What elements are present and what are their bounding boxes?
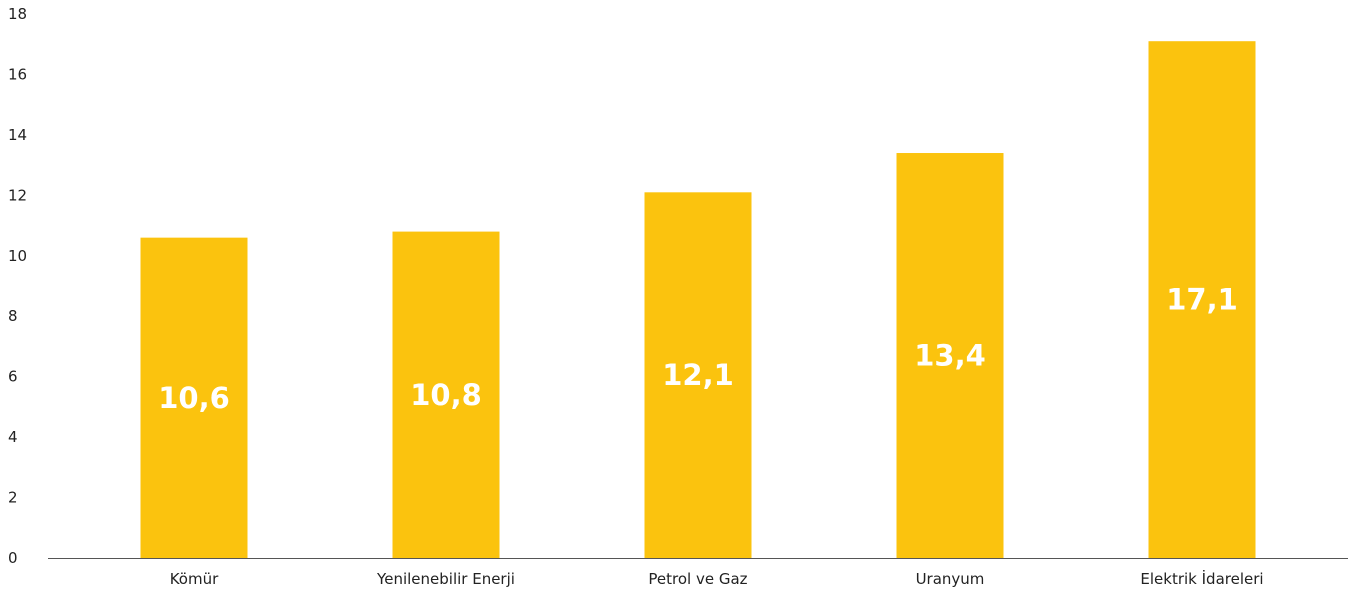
x-category-label: Yenilenebilir Enerji xyxy=(376,570,515,588)
bar xyxy=(896,153,1004,558)
y-tick-label: 2 xyxy=(8,489,18,507)
category-labels: Kömür Yenilenebilir Enerji Petrol ve Gaz Ur… xyxy=(170,569,1264,588)
bar xyxy=(392,231,500,558)
bar xyxy=(140,237,248,558)
x-category-label: Elektrik İdareleri xyxy=(1140,569,1263,588)
bars-group xyxy=(140,41,1256,559)
y-tick-label: 4 xyxy=(8,428,18,446)
x-category-label: Uranyum xyxy=(916,570,985,588)
y-tick-label: 14 xyxy=(8,126,27,144)
y-tick-label: 8 xyxy=(8,307,18,325)
bar-data-label: 10,6 xyxy=(158,381,230,415)
bar xyxy=(1148,41,1256,558)
y-tick-label: 10 xyxy=(8,247,27,265)
bar-data-label: 12,1 xyxy=(662,358,734,392)
bar-data-label: 13,4 xyxy=(914,339,986,373)
bar-data-label: 17,1 xyxy=(1166,283,1238,317)
y-tick-label: 0 xyxy=(8,549,18,567)
y-tick-label: 18 xyxy=(8,5,27,23)
bar xyxy=(644,192,752,559)
data-labels: 10,6 10,8 12,1 13,4 17,1 xyxy=(158,283,1238,415)
y-tick-label: 6 xyxy=(8,368,18,386)
bar-data-label: 10,8 xyxy=(410,378,482,412)
x-category-label: Kömür xyxy=(170,570,219,588)
y-tick-label: 16 xyxy=(8,65,27,83)
y-tick-label: 12 xyxy=(8,186,27,204)
y-axis-ticks: 0 2 4 6 8 10 12 14 16 18 xyxy=(8,5,27,567)
x-category-label: Petrol ve Gaz xyxy=(648,570,747,588)
